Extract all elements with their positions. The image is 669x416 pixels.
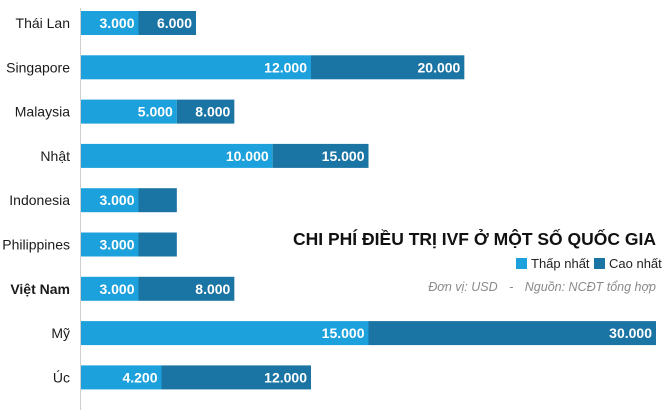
value-label-high-indonesia: 5.000: [141, 192, 176, 208]
value-label-low-malaysia: 5.000: [138, 104, 173, 120]
bar-low-thai-lan: [81, 11, 139, 35]
bar-low-malaysia: [81, 99, 177, 124]
value-label-low-indonesia: 3.000: [99, 192, 134, 208]
chart-title: CHI PHÍ ĐIỀU TRỊ IVF Ở MỘT SỐ QUỐC GIA: [293, 228, 656, 249]
bar-low-philippines: [81, 232, 139, 257]
legend-label-high: Cao nhất: [609, 256, 662, 271]
legend-swatch-low: [516, 258, 527, 269]
category-label-indonesia: Indonesia: [9, 192, 70, 208]
bar-low-singapore: [81, 55, 311, 80]
value-label-high-philippines: 5.000: [141, 237, 176, 253]
value-label-high-malaysia: 8.000: [195, 104, 230, 120]
source-separator: -: [509, 280, 513, 294]
value-label-low-uc: 4.200: [122, 369, 157, 385]
bar-low-viet-nam: [81, 276, 139, 301]
value-label-low-my: 15.000: [322, 325, 365, 341]
category-labels: Thái Lan Singapore Malaysia Nhật Indonesia Ph…: [2, 15, 70, 385]
value-label-low-singapore: 12.000: [264, 59, 307, 75]
category-label-malaysia: Malaysia: [15, 104, 70, 120]
bar-high-nhat: [272, 143, 369, 168]
bar-low-uc: [81, 365, 162, 390]
value-label-high-thai-lan: 6.000: [157, 15, 192, 31]
value-labels: 3.000 6.000 12.000 20.000 5.000 8.000 10.000 15…: [99, 15, 652, 385]
value-label-high-nhat: 15.000: [322, 148, 365, 164]
value-label-high-my: 30.000: [609, 325, 652, 341]
value-label-high-viet-nam: 8.000: [195, 281, 230, 297]
unit-note: Đơn vị: USD: [428, 280, 497, 294]
source-line: Đơn vị: USD - Nguồn: NCĐT tổng hợp: [428, 280, 656, 294]
value-label-high-uc: 12.000: [264, 369, 307, 385]
bars-group: [81, 11, 656, 390]
bar-high-singapore: [311, 55, 465, 80]
bar-high-philippines: [138, 232, 177, 257]
bar-high-my: [368, 321, 656, 346]
bar-low-indonesia: [81, 188, 139, 213]
bar-low-my: [81, 321, 369, 346]
value-label-low-viet-nam: 3.000: [99, 281, 134, 297]
source-note: Nguồn: NCĐT tổng hợp: [525, 280, 656, 294]
value-label-low-thai-lan: 3.000: [99, 15, 134, 31]
bar-high-uc: [161, 365, 311, 390]
value-label-high-singapore: 20.000: [418, 59, 461, 75]
category-label-thai-lan: Thái Lan: [16, 15, 70, 31]
bar-high-thai-lan: [138, 11, 196, 35]
legend: Thấp nhất Cao nhất: [516, 256, 662, 271]
category-label-my: Mỹ: [51, 325, 70, 341]
bar-high-viet-nam: [138, 276, 235, 301]
legend-swatch-high: [594, 258, 605, 269]
category-label-singapore: Singapore: [6, 59, 70, 75]
category-label-uc: Úc: [53, 369, 70, 385]
category-label-nhat: Nhật: [40, 148, 70, 164]
bar-high-indonesia: [138, 188, 177, 213]
bar-high-malaysia: [176, 99, 235, 124]
value-label-low-nhat: 10.000: [226, 148, 269, 164]
bar-low-nhat: [81, 143, 273, 168]
legend-label-low: Thấp nhất: [531, 256, 590, 271]
category-label-viet-nam: Việt Nam: [10, 281, 70, 297]
category-label-philippines: Philippines: [2, 237, 70, 253]
value-label-low-philippines: 3.000: [99, 237, 134, 253]
